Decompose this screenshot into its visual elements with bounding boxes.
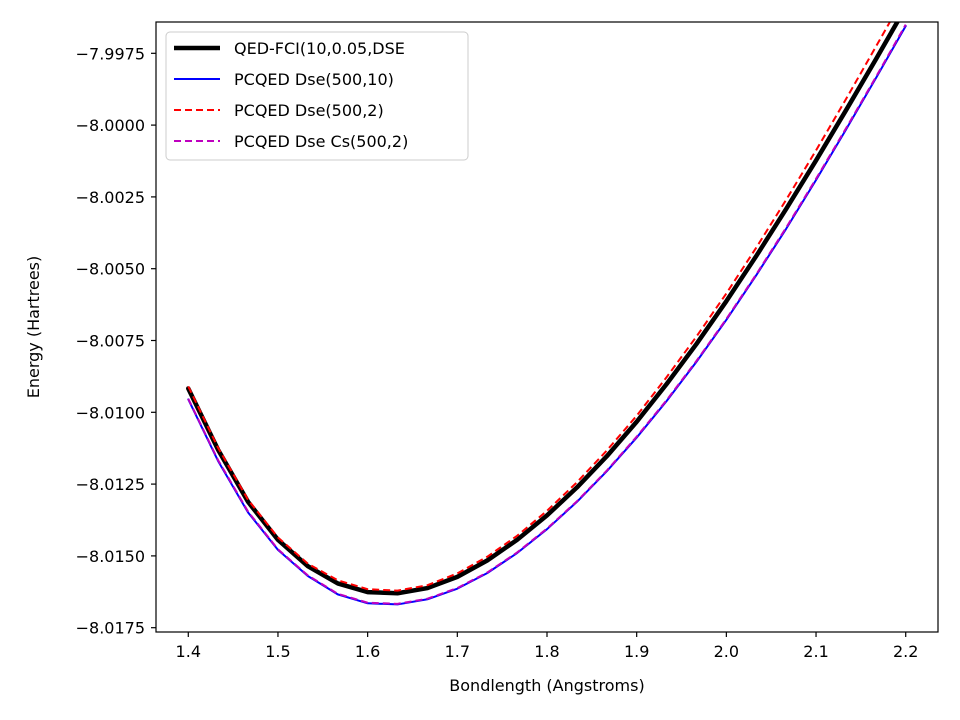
legend-label: QED-FCI(10,0.05,DSE [234, 39, 405, 58]
x-tick-label: 1.4 [176, 642, 201, 661]
x-tick-label: 1.8 [534, 642, 559, 661]
y-tick-label: −7.9975 [76, 44, 145, 63]
x-tick-label: 2.0 [714, 642, 739, 661]
x-tick-label: 2.1 [803, 642, 828, 661]
y-tick-label: −8.0125 [76, 475, 145, 494]
y-axis-label: Energy (Hartrees) [24, 256, 43, 399]
series-line-4 [187, 24, 907, 605]
series-line-1 [186, 22, 900, 596]
y-tick-label: −8.0050 [76, 260, 145, 279]
y-tick-label: −8.0150 [76, 547, 145, 566]
x-tick-label: 1.5 [265, 642, 290, 661]
legend-label: PCQED Dse Cs(500,2) [234, 132, 408, 151]
y-tick-label: −8.0000 [76, 116, 145, 135]
x-tick-label: 1.7 [445, 642, 470, 661]
x-tick-label: 1.9 [624, 642, 649, 661]
legend-box [165, 31, 469, 161]
y-tick-label: −8.0025 [76, 188, 145, 207]
legend-label: PCQED Dse(500,2) [234, 101, 384, 120]
y-tick-label: −8.0175 [76, 619, 145, 638]
series-layer [186, 22, 907, 606]
y-tick-label: −8.0075 [76, 331, 145, 350]
legend-label: PCQED Dse(500,10) [234, 70, 394, 89]
x-tick-label: 1.6 [355, 642, 380, 661]
x-axis: 1.4 1.5 1.6 1.7 1.8 1.9 2.0 2.1 2.2 [176, 632, 918, 661]
y-tick-label: −8.0100 [76, 403, 145, 422]
y-axis: −7.9975 −8.0000 −8.0025 −8.0050 −8.0075 −8.01… [76, 44, 156, 638]
x-axis-label: Bondlength (Angstroms) [449, 676, 644, 695]
x-tick-label: 2.2 [893, 642, 918, 661]
legend: QED-FCI(10,0.05,DSE PCQED Dse(500,10) PCQE… [165, 31, 469, 161]
